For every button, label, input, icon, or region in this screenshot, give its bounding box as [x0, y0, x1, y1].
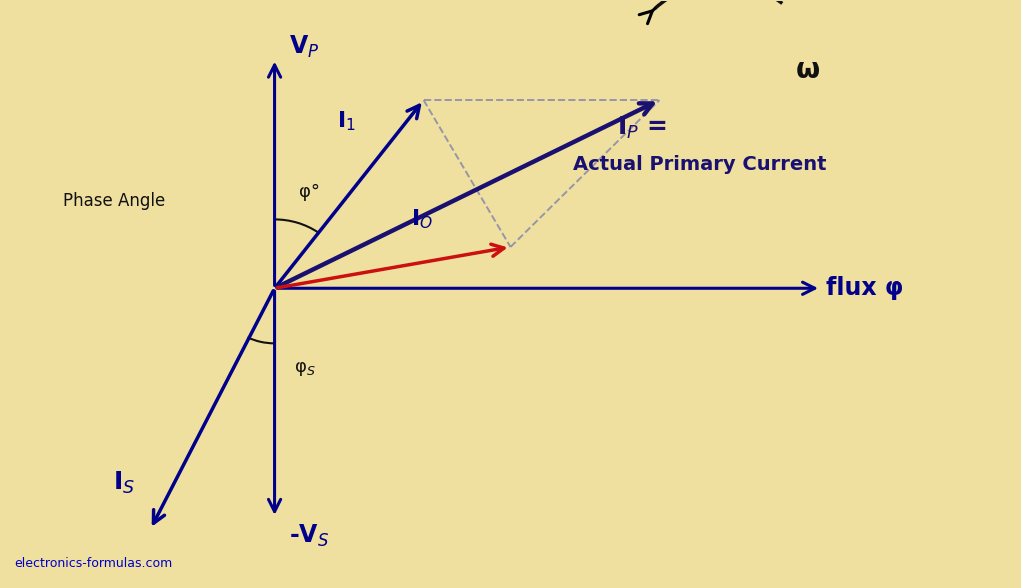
Text: I$_1$: I$_1$	[337, 109, 355, 132]
Text: -V$_S$: -V$_S$	[290, 523, 330, 549]
Text: V$_P$: V$_P$	[290, 34, 320, 61]
Text: φ$_S$: φ$_S$	[294, 360, 317, 377]
Text: Actual Primary Current: Actual Primary Current	[573, 155, 826, 174]
Text: I$_P$ =: I$_P$ =	[618, 115, 667, 141]
Text: ω: ω	[796, 56, 820, 84]
Text: φ°: φ°	[299, 183, 321, 201]
Text: electronics-formulas.com: electronics-formulas.com	[14, 557, 173, 570]
Text: flux φ: flux φ	[826, 276, 904, 300]
Text: I$_S$: I$_S$	[113, 470, 135, 496]
Text: I$_O$: I$_O$	[411, 208, 433, 231]
Text: Phase Angle: Phase Angle	[63, 192, 165, 210]
